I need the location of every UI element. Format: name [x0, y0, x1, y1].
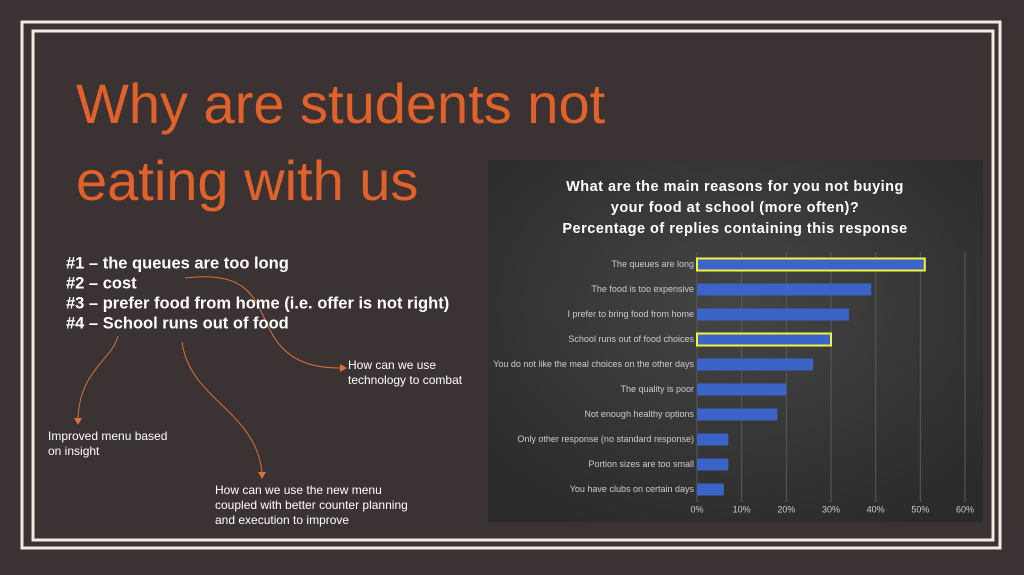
slide-title: Why are students not	[76, 72, 606, 135]
note: How can we use	[348, 358, 436, 372]
bullet: #1 – the queues are too long	[66, 254, 289, 272]
y-tick-label: You do not like the meal choices on the …	[493, 359, 694, 369]
arrowheads	[74, 364, 347, 479]
x-tick-label: 10%	[733, 504, 751, 514]
arrowhead	[74, 418, 82, 425]
x-tick-label: 40%	[867, 504, 885, 514]
bar	[697, 283, 872, 296]
x-tick-label: 50%	[911, 504, 929, 514]
note: technology to combat	[348, 373, 463, 387]
chart-title: What are the main reasons for you not bu…	[566, 179, 904, 195]
bar	[697, 383, 787, 396]
x-tick-label: 0%	[690, 504, 703, 514]
bar	[697, 308, 849, 321]
content: Why are students not eating with us #1 – t…	[48, 72, 606, 527]
bar	[697, 483, 724, 496]
y-tick-label: The food is too expensive	[591, 284, 694, 294]
bar	[696, 332, 832, 347]
arrowhead	[258, 472, 266, 479]
frame-inner	[31, 29, 995, 542]
note: on insight	[48, 444, 100, 458]
y-tick-label: Only other response (no standard respons…	[517, 434, 694, 444]
frame-outer	[20, 20, 1002, 550]
y-tick-label: School runs out of food choices	[568, 334, 694, 344]
slide-title: eating with us	[76, 149, 418, 212]
bar	[697, 433, 729, 446]
y-tick-label: Portion sizes are too small	[588, 459, 694, 469]
x-tick-label: 60%	[956, 504, 974, 514]
x-tick-label: 30%	[822, 504, 840, 514]
y-tick-label: You have clubs on certain days	[570, 484, 695, 494]
arrow	[181, 341, 263, 473]
bar	[696, 257, 926, 272]
y-tick-label: The queues are long	[611, 259, 694, 269]
arrow	[77, 335, 119, 419]
bullet: #2 – cost	[66, 274, 137, 292]
note: Improved menu based	[48, 429, 167, 443]
bar	[697, 458, 729, 471]
chart-title: Percentage of replies containing this re…	[562, 221, 907, 237]
chart-title: your food at school (more often)?	[611, 200, 860, 216]
y-tick-label: Not enough healthy options	[584, 409, 694, 419]
arrows	[77, 276, 341, 473]
note: How can we use the new menu	[215, 483, 382, 497]
chart: What are the main reasons for you not bu…	[493, 179, 974, 515]
bullet: #4 – School runs out of food	[66, 314, 289, 332]
note: coupled with better counter planning	[215, 498, 408, 512]
arrow	[184, 276, 341, 369]
x-tick-label: 20%	[777, 504, 795, 514]
y-tick-label: I prefer to bring food from home	[567, 309, 694, 319]
note: and execution to improve	[215, 513, 349, 527]
bar	[697, 358, 814, 371]
bar	[697, 408, 778, 421]
bullet: #3 – prefer food from home (i.e. offer i…	[66, 294, 449, 312]
arrowhead	[340, 364, 347, 372]
y-tick-label: The quality is poor	[620, 384, 694, 394]
